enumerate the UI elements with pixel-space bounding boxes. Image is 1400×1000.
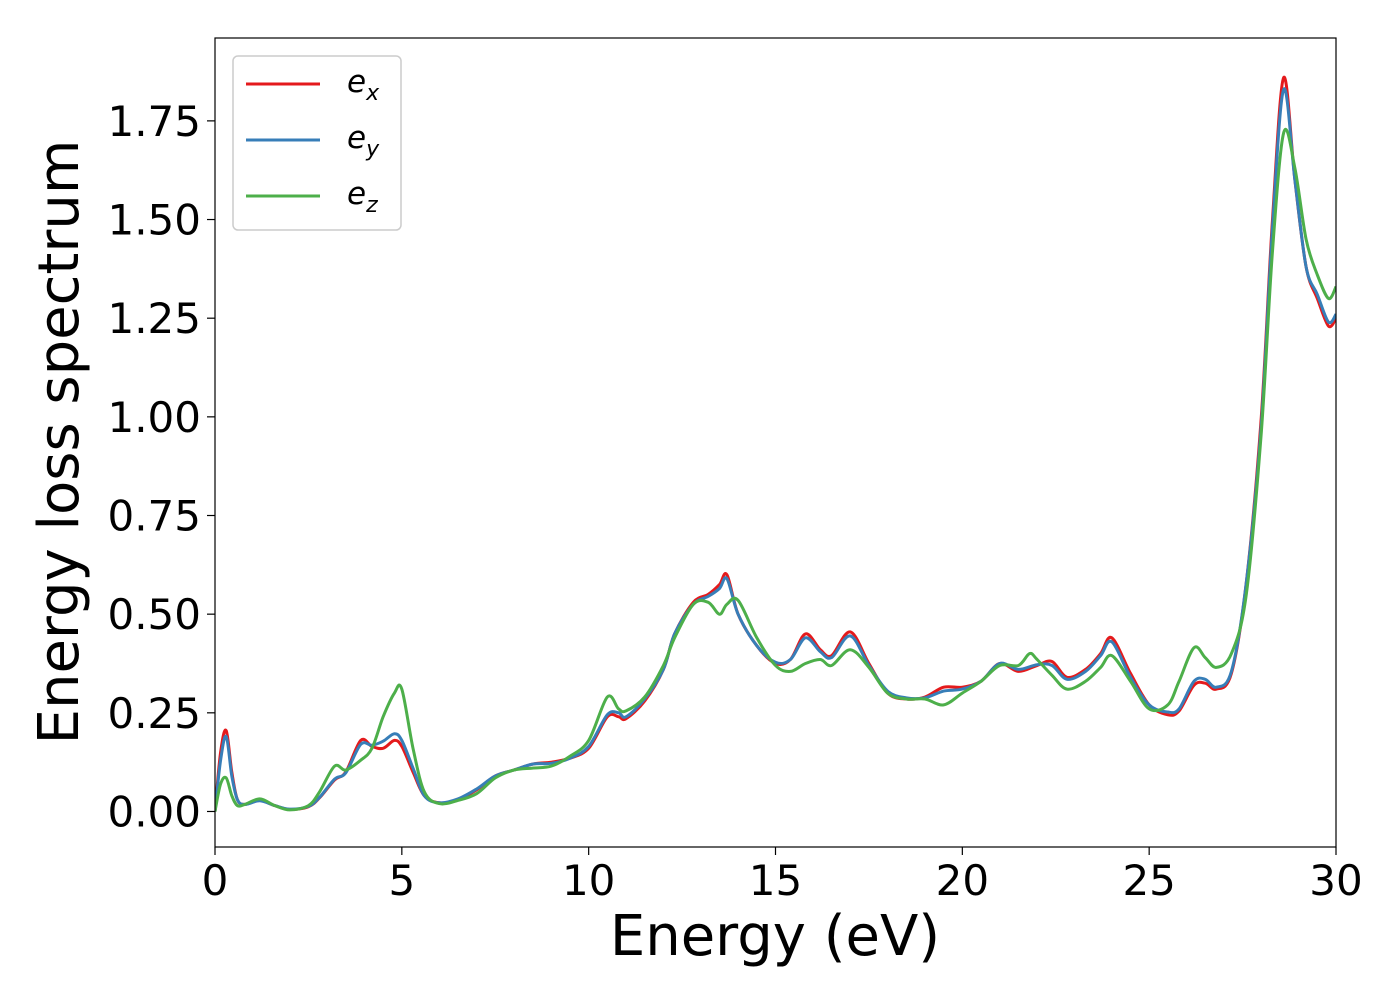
y-tick-label: 0.00 <box>107 787 201 836</box>
y-tick-label: 0.50 <box>107 590 201 639</box>
y-axis: 0.00 0.25 0.50 0.75 1.00 1.25 1.50 1.75 <box>107 97 215 836</box>
y-tick-label: 1.25 <box>107 294 201 343</box>
x-tick-label: 25 <box>1122 856 1175 905</box>
legend-label-ex: ex <box>347 64 380 106</box>
legend-box <box>232 55 402 231</box>
x-tick-label: 30 <box>1309 856 1362 905</box>
y-tick-label: 1.50 <box>107 196 201 245</box>
legend-label-ez: ez <box>347 176 378 218</box>
series-layer <box>215 75 1336 812</box>
plot-area <box>215 38 1336 847</box>
x-tick-label: 20 <box>936 856 989 905</box>
legend-label-ey: ey <box>347 120 380 162</box>
series-line-ey <box>215 87 1336 812</box>
x-tick-label: 10 <box>562 856 615 905</box>
x-tick-label: 15 <box>749 856 802 905</box>
y-tick-label: 0.75 <box>107 492 201 541</box>
y-tick-label: 1.75 <box>107 97 201 146</box>
legend: ex ey ez <box>232 55 402 231</box>
series-line-ez <box>215 128 1336 812</box>
y-tick-label: 0.25 <box>107 689 201 738</box>
x-axis-title: Energy (eV) <box>610 904 940 969</box>
x-axis: 0 5 10 15 20 25 30 <box>202 847 1363 905</box>
y-tick-label: 1.00 <box>107 393 201 442</box>
x-tick-label: 5 <box>388 856 415 905</box>
x-tick-label: 0 <box>202 856 229 905</box>
y-axis-title: Energy loss spectrum <box>27 140 92 745</box>
